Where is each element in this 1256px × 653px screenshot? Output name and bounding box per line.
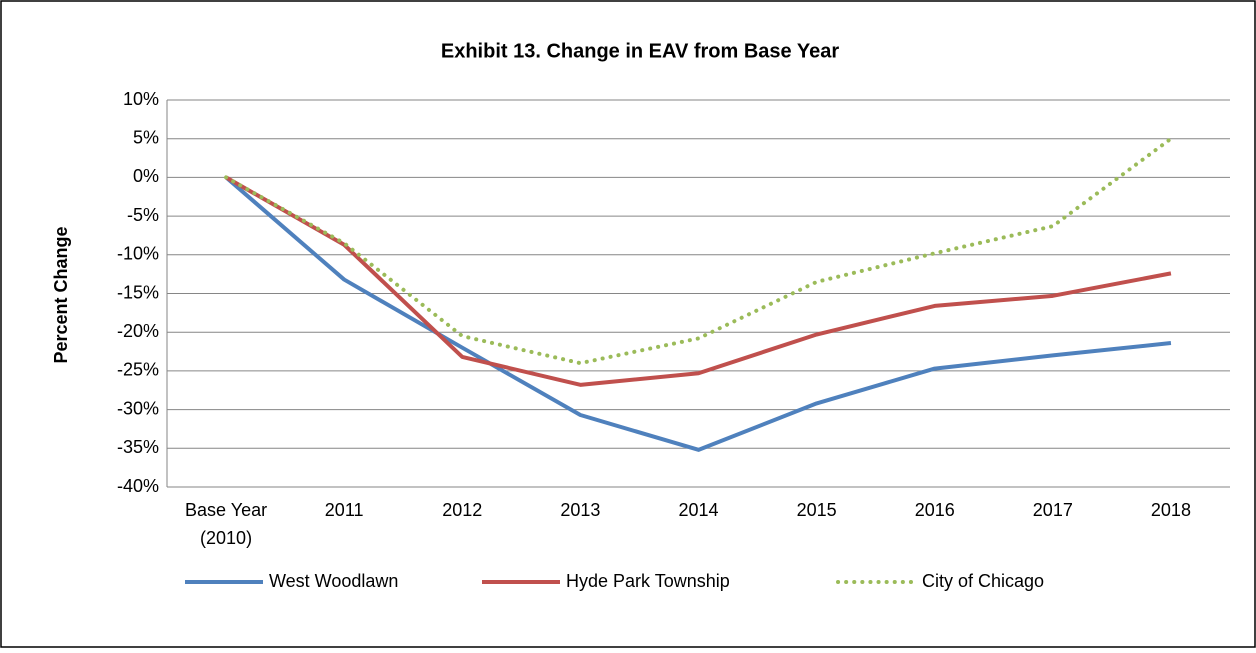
legend-label: Hyde Park Township <box>566 571 730 591</box>
y-tick-label: 0% <box>133 166 159 186</box>
y-tick-label: -10% <box>117 244 159 264</box>
y-tick-label: 10% <box>123 89 159 109</box>
x-tick-label: 2014 <box>678 500 718 520</box>
x-tick-label: 2016 <box>915 500 955 520</box>
x-tick-label: Base Year (2010) <box>185 500 267 548</box>
y-tick-label: -5% <box>127 205 159 225</box>
series-line <box>224 136 1173 366</box>
x-tick-label: 2015 <box>797 500 837 520</box>
legend-label: City of Chicago <box>922 571 1044 591</box>
x-tick-label: 2017 <box>1033 500 1073 520</box>
y-tick-label: -35% <box>117 437 159 457</box>
y-tick-label: 5% <box>133 127 159 147</box>
x-tick-label: 2018 <box>1151 500 1191 520</box>
series-line <box>224 175 1172 452</box>
x-tick-label: 2012 <box>442 500 482 520</box>
y-tick-label: -40% <box>117 476 159 496</box>
chart-title: Exhibit 13. Change in EAV from Base Year <box>441 40 839 62</box>
y-tick-label: -30% <box>117 398 159 418</box>
legend-label: West Woodlawn <box>269 571 398 591</box>
y-tick-label: -20% <box>117 321 159 341</box>
y-tick-label: -15% <box>117 282 159 302</box>
y-tick-label: -25% <box>117 360 159 380</box>
x-tick-label: 2013 <box>560 500 600 520</box>
y-axis-title: Percent Change <box>51 226 71 363</box>
series-line <box>225 175 1172 387</box>
x-tick-label: 2011 <box>325 500 364 520</box>
